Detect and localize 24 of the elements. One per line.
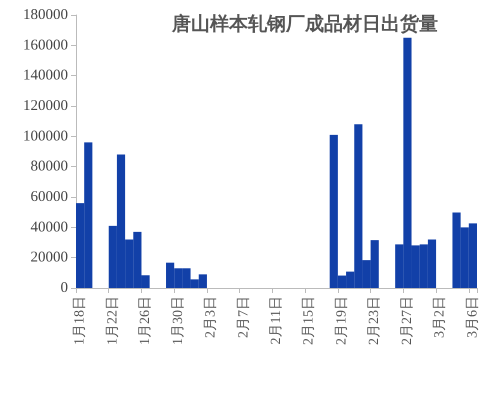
y-tick-label: 140000 [23,68,68,84]
y-tick-label: 40000 [30,219,68,236]
y-tick-label: 0 [60,280,68,296]
y-tick-label: 180000 [23,7,68,23]
y-tick-label: 100000 [23,128,68,144]
x-tick-label: 1月22日 [105,296,120,345]
x-tick-label: 1月26日 [138,296,154,345]
y-tick-label: 20000 [30,250,68,266]
x-tick-label: 1月30日 [170,296,186,345]
chart-title: 唐山样本轧钢厂成品材日出货量 [171,13,438,35]
x-tick-label: 3月2日 [432,296,448,338]
x-tick-label: 2月11日 [269,296,284,344]
x-tick-label: 2月3日 [204,296,219,338]
x-tick-label: 3月6日 [465,296,480,338]
x-tick-label: 1月18日 [72,296,88,345]
x-tick-label: 2月7日 [236,296,252,338]
y-tick-label: 120000 [23,98,68,114]
y-tick-label: 60000 [30,189,68,205]
x-tick-label: 2月19日 [334,296,350,345]
x-tick-label: 2月27日 [400,296,415,345]
y-tick-label: 80000 [30,158,68,175]
x-tick-label: 2月15日 [302,296,317,345]
x-tick-label: 2月23日 [367,296,382,345]
y-tick-label: 160000 [23,37,68,54]
